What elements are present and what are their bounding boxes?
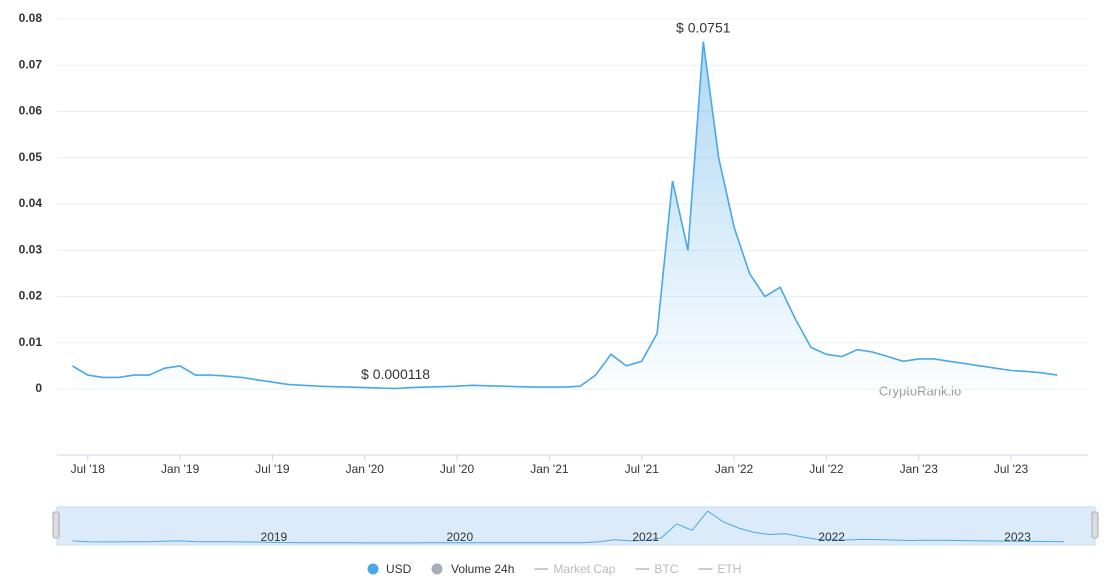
x-tick-label: Jan '20	[346, 462, 385, 476]
y-tick-label: 0.08	[19, 11, 43, 25]
navigator-label: 2023	[1004, 530, 1031, 544]
x-tick-label: Jul '18	[71, 462, 106, 476]
navigator-line	[72, 510, 1065, 544]
y-tick-label: 0.01	[19, 335, 43, 349]
legend-label[interactable]: Market Cap	[553, 562, 615, 576]
y-tick-label: 0.07	[19, 57, 43, 71]
y-tick-label: 0.05	[19, 150, 43, 164]
legend-marker[interactable]	[367, 563, 379, 575]
y-tick-label: 0.04	[19, 196, 43, 210]
x-tick-label: Jul '19	[255, 462, 290, 476]
y-tick-label: 0.03	[19, 242, 43, 256]
x-tick-label: Jan '19	[161, 462, 200, 476]
x-tick-label: Jul '21	[625, 462, 660, 476]
navigator-label: 2019	[261, 530, 288, 544]
line	[71, 41, 1058, 390]
x-tick-label: Jul '22	[809, 462, 844, 476]
area	[72, 41, 1058, 389]
legend-label[interactable]: ETH	[717, 562, 741, 576]
navigator-label: 2021	[632, 530, 659, 544]
legend-label[interactable]: Volume 24h	[451, 562, 514, 576]
x-tick-label: Jul '23	[994, 462, 1029, 476]
x-tick-label: Jan '22	[715, 462, 754, 476]
navigator[interactable]	[56, 506, 1096, 546]
y-tick-label: 0	[35, 381, 42, 395]
legend-label[interactable]: BTC	[654, 562, 678, 576]
navigator-label: 2022	[818, 530, 845, 544]
y-tick-label: 0.06	[19, 104, 43, 118]
navigator-handle[interactable]	[52, 511, 60, 539]
y-tick-label: 0.02	[19, 289, 43, 303]
x-tick-label: Jul '20	[440, 462, 475, 476]
navigator-handle[interactable]	[1091, 511, 1099, 539]
navigator-label: 2020	[446, 530, 473, 544]
legend-marker[interactable]	[431, 563, 443, 575]
x-tick-label: Jan '21	[530, 462, 569, 476]
x-tick-label: Jan '23	[900, 462, 939, 476]
annotation: $ 0.0751	[676, 19, 731, 35]
legend-label[interactable]: USD	[386, 562, 412, 576]
annotation: $ 0.000118	[361, 366, 430, 382]
